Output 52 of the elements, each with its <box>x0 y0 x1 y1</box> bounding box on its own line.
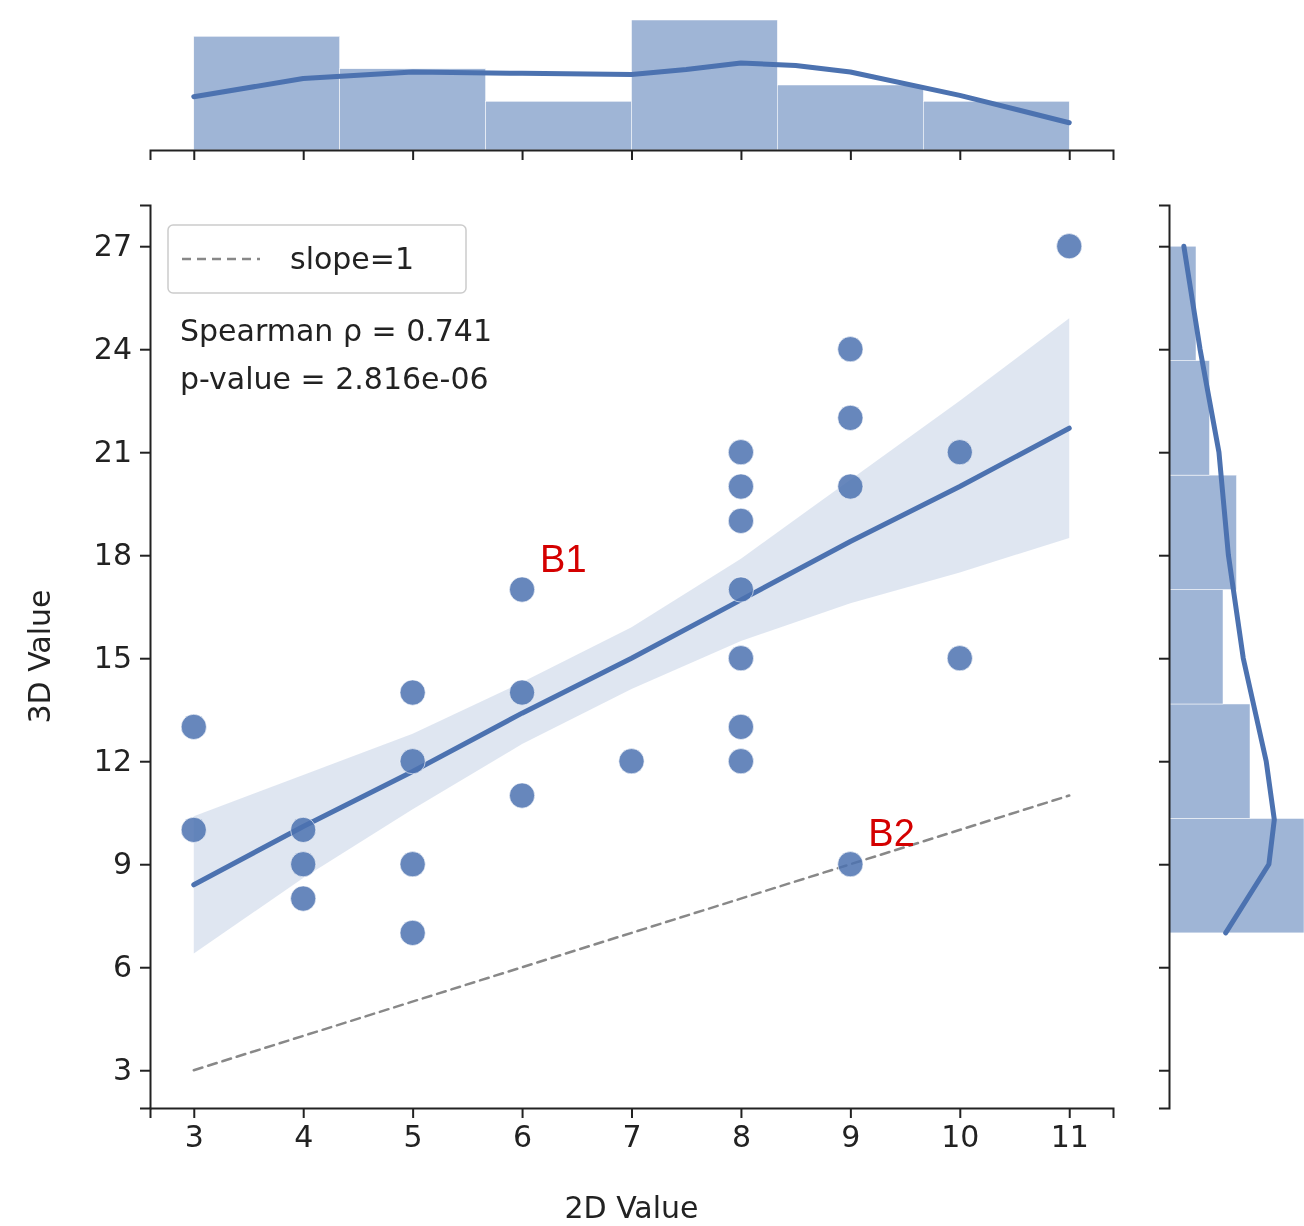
point <box>837 404 864 431</box>
legend-label: slope=1 <box>290 241 415 276</box>
x-tick-label: 9 <box>841 1119 861 1155</box>
y-tick-label: 12 <box>93 743 132 779</box>
y-tick-label: 6 <box>112 949 132 985</box>
annotation: Spearman ρ = 0.741 <box>180 313 493 348</box>
point <box>399 851 426 878</box>
x-tick-label: 10 <box>941 1119 980 1155</box>
annotation: B2 <box>868 812 915 855</box>
point <box>399 920 426 946</box>
y-tick-label: 18 <box>93 537 132 573</box>
point <box>509 782 535 809</box>
x-tick-label: 7 <box>622 1119 642 1155</box>
point <box>1056 233 1083 260</box>
y-tick-label: 21 <box>93 434 132 470</box>
point <box>509 679 535 706</box>
annotation: p-value = 2.816e-06 <box>180 361 489 396</box>
point <box>290 851 317 878</box>
y-tick-label: 3 <box>112 1052 132 1088</box>
x-tick-label: 5 <box>403 1119 423 1155</box>
point <box>290 817 317 843</box>
y-tick-label: 27 <box>93 228 132 264</box>
y-tick-label: 24 <box>93 331 132 367</box>
point <box>509 576 535 603</box>
point <box>728 507 754 534</box>
point <box>180 713 207 740</box>
x-tick-label: 6 <box>513 1119 533 1155</box>
point <box>837 851 864 878</box>
x-tick-label: 4 <box>294 1119 314 1155</box>
point <box>728 473 754 500</box>
point <box>837 473 864 500</box>
point <box>728 576 754 603</box>
y-axis-title: 3D Value <box>22 589 57 724</box>
point <box>728 713 754 740</box>
point <box>728 439 754 466</box>
x-tick-label: 11 <box>1050 1119 1089 1155</box>
point <box>290 885 317 912</box>
point <box>399 748 426 775</box>
y-tick-label: 15 <box>93 640 132 676</box>
point <box>946 645 973 672</box>
point <box>728 645 754 672</box>
point <box>837 336 864 363</box>
point <box>618 748 645 775</box>
point <box>728 748 754 775</box>
y-tick-label: 9 <box>112 846 132 882</box>
point <box>399 679 426 706</box>
x-tick-label: 3 <box>184 1119 204 1155</box>
point <box>946 439 973 466</box>
annotation: B1 <box>540 537 587 580</box>
point <box>180 817 207 843</box>
x-axis-title: 2D Value <box>564 1190 699 1225</box>
x-tick-label: 8 <box>731 1119 751 1155</box>
